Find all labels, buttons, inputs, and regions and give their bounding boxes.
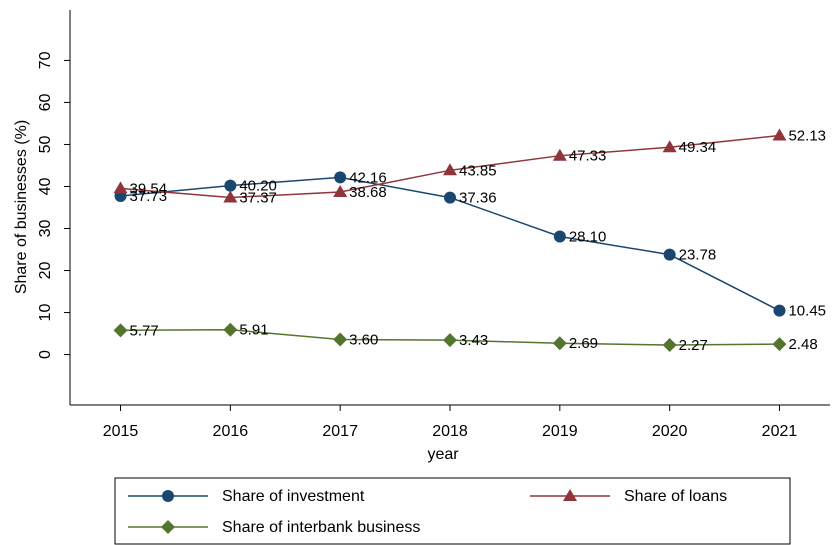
data-label: 52.13 (788, 127, 826, 144)
point (773, 304, 786, 317)
data-label: 42.16 (349, 169, 387, 186)
y-tick-label: 0 (37, 350, 54, 359)
x-tick-label: 2017 (322, 423, 358, 440)
point (334, 171, 347, 184)
point (443, 333, 457, 348)
point (662, 338, 677, 353)
data-label: 3.60 (349, 331, 378, 348)
data-label: 38.68 (349, 184, 387, 201)
legend (114, 477, 791, 545)
y-tick-label: 30 (37, 220, 54, 238)
data-label: 28.10 (569, 228, 607, 245)
legend-marker (162, 490, 174, 502)
data-label: 37.36 (459, 190, 497, 207)
x-tick-label: 2021 (762, 423, 798, 440)
point (333, 332, 348, 347)
legend-label: Share of investment (222, 488, 365, 505)
point (223, 322, 238, 337)
point (553, 230, 566, 243)
data-label: 43.85 (459, 162, 497, 179)
y-tick-label: 10 (37, 304, 54, 322)
data-label: 23.78 (679, 247, 717, 264)
point (552, 148, 567, 161)
point (113, 181, 128, 194)
point (223, 190, 238, 203)
point (662, 140, 677, 153)
data-label: 5.91 (239, 322, 268, 339)
data-label: 49.34 (679, 139, 717, 156)
x-tick-label: 2016 (213, 423, 249, 440)
x-tick-label: 2015 (103, 423, 139, 440)
y-tick-label: 70 (37, 51, 54, 69)
point (443, 163, 457, 176)
y-tick-label: 60 (37, 93, 54, 111)
x-axis-title: year (427, 446, 459, 463)
point (772, 128, 787, 141)
legend-marker (563, 489, 577, 501)
legend-label: Share of interbank business (222, 519, 420, 536)
y-tick-label: 50 (37, 135, 54, 153)
point (552, 336, 567, 351)
point (772, 337, 787, 352)
point (224, 179, 237, 192)
point (113, 323, 128, 338)
x-tick-label: 2018 (432, 423, 468, 440)
point (333, 185, 348, 198)
data-label: 3.43 (459, 332, 488, 349)
data-label: 2.48 (788, 336, 817, 353)
legend-marker (161, 520, 175, 534)
x-tick-label: 2020 (652, 423, 688, 440)
point (444, 191, 456, 204)
data-label: 2.69 (569, 335, 598, 352)
y-axis-title: Share of businesses (%) (13, 120, 30, 294)
data-label: 5.77 (130, 322, 159, 339)
data-label: 39.54 (130, 180, 168, 197)
point (663, 248, 676, 261)
data-label: 37.37 (239, 190, 277, 207)
y-tick-label: 40 (37, 177, 54, 195)
x-tick-label: 2019 (542, 423, 578, 440)
data-label: 2.27 (679, 337, 708, 354)
data-label: 40.20 (239, 178, 277, 195)
y-tick-label: 20 (37, 262, 54, 280)
data-label: 47.33 (569, 148, 607, 165)
data-label: 10.45 (788, 303, 826, 320)
legend-label: Share of loans (624, 488, 727, 505)
